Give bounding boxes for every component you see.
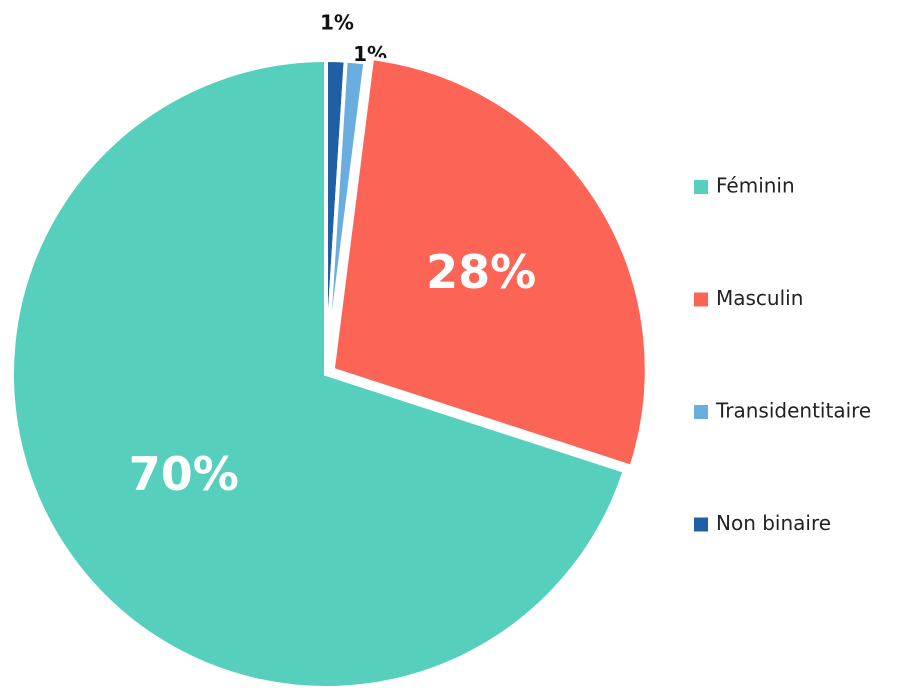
pie-slice — [10, 57, 628, 688]
legend-swatch — [694, 517, 708, 532]
data-label: 28% — [426, 245, 536, 299]
legend-label: Féminin — [716, 174, 795, 198]
legend-label: Masculin — [716, 286, 803, 310]
pie-slice — [324, 58, 368, 375]
data-label: 70% — [129, 447, 239, 501]
data-label: 1% — [320, 11, 354, 35]
legend-label: Non binaire — [716, 511, 831, 535]
legend-label: Transidentitaire — [715, 399, 871, 423]
legend-swatch — [694, 292, 708, 307]
pie-slice — [330, 55, 649, 470]
legend-swatch — [694, 180, 708, 194]
legend-swatch — [694, 405, 708, 419]
